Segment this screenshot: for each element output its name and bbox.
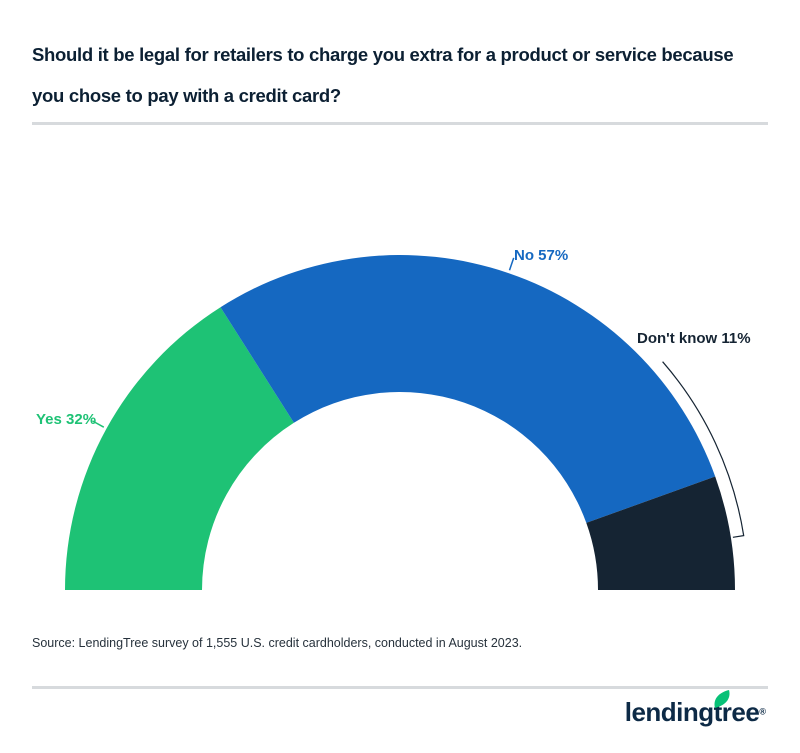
leader-tick (92, 420, 105, 428)
segment-label-dont-know: Don't know 11% (637, 330, 751, 347)
source-note: Source: LendingTree survey of 1,555 U.S.… (32, 636, 523, 650)
half-donut-svg (65, 255, 745, 590)
top-divider (32, 122, 768, 125)
logo-text: lendingtree (624, 697, 760, 727)
segment-no (220, 255, 716, 523)
segment-yes (65, 307, 294, 590)
leaf-icon (714, 690, 730, 708)
segment-label-no: No 57% (514, 247, 569, 264)
bottom-divider (32, 686, 768, 689)
chart-title: Should it be legal for retailers to char… (32, 44, 734, 106)
leader-tick (508, 257, 515, 271)
logo-registered-mark: ® (759, 706, 766, 717)
leader-bracket (662, 361, 745, 538)
half-donut-chart: Yes 32% No 57% Don't know 11% (0, 190, 800, 620)
lendingtree-logo: lendingtree® (624, 690, 766, 737)
segment-label-yes: Yes 32% (36, 411, 97, 428)
segment-don-t-know (586, 476, 735, 590)
